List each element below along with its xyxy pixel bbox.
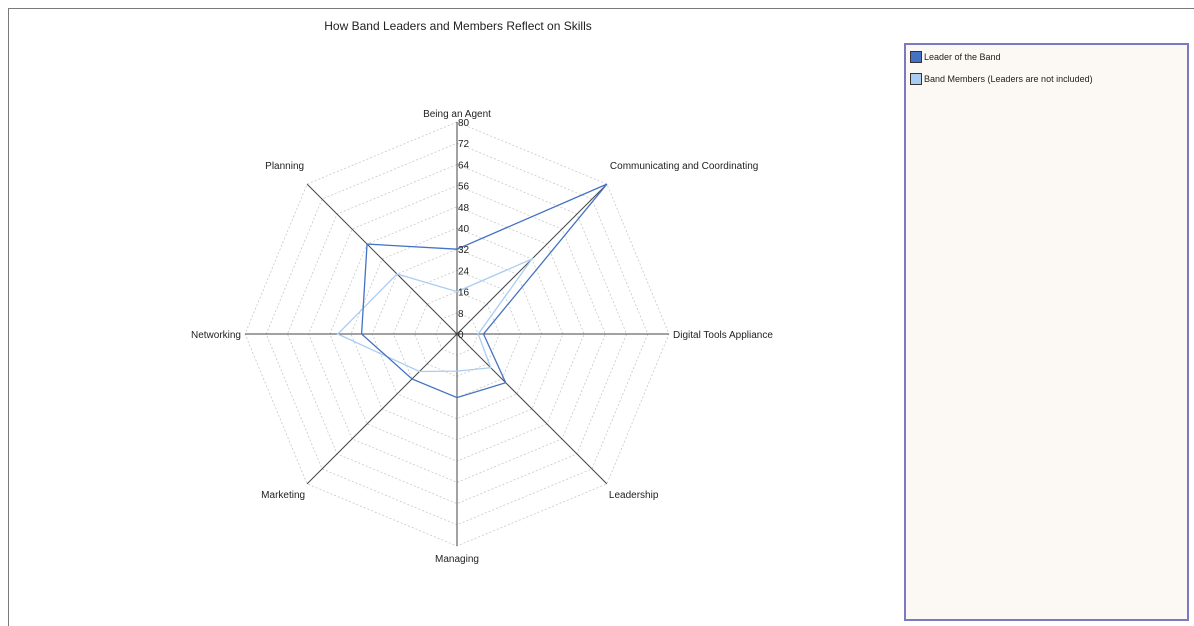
- axis-spoke: [456, 333, 608, 485]
- axis-label: Planning: [265, 161, 304, 172]
- axis-label: Communicating and Coordinating: [610, 161, 758, 172]
- axis-spoke: [306, 333, 458, 485]
- legend-label-members: Band Members (Leaders are not included): [924, 74, 1093, 84]
- r-tick-label: 32: [458, 245, 470, 256]
- axis-spoke: [306, 183, 458, 335]
- r-tick-label: 64: [458, 160, 470, 171]
- legend-item-members: Band Members (Leaders are not included): [910, 72, 1093, 86]
- r-tick-label: 16: [458, 288, 470, 299]
- axis-label: Networking: [191, 330, 241, 341]
- legend-swatch-members: [910, 73, 922, 85]
- legend-label-leader: Leader of the Band: [924, 52, 1001, 62]
- r-tick-label: 0: [458, 330, 464, 341]
- chart-title: How Band Leaders and Members Reflect on …: [324, 19, 592, 33]
- r-tick-label: 56: [458, 182, 470, 193]
- chart-frame: [8, 8, 1194, 626]
- r-tick-label: 24: [458, 266, 470, 277]
- axis-label: Marketing: [261, 490, 305, 501]
- axis-label: Digital Tools Appliance: [673, 330, 773, 341]
- grid-ring: [308, 185, 606, 483]
- axis-label: Managing: [435, 554, 479, 565]
- r-tick-label: 8: [458, 309, 464, 320]
- legend-item-leader: Leader of the Band: [910, 50, 1001, 64]
- grid-ring: [286, 163, 628, 505]
- radar-series: [336, 183, 608, 399]
- legend: Leader of the Band Band Members (Leaders…: [904, 43, 1189, 621]
- r-tick-label: 48: [458, 203, 470, 214]
- axis-label: Leadership: [609, 490, 659, 501]
- r-tick-label: 80: [458, 118, 470, 129]
- series-line-0: [360, 183, 608, 399]
- r-tick-label: 72: [458, 139, 470, 150]
- axis-label: Being an Agent: [423, 109, 491, 120]
- series-line-1: [336, 257, 534, 373]
- grid-ring: [371, 248, 543, 420]
- r-tick-label: 40: [458, 224, 470, 235]
- legend-swatch-leader: [910, 51, 922, 63]
